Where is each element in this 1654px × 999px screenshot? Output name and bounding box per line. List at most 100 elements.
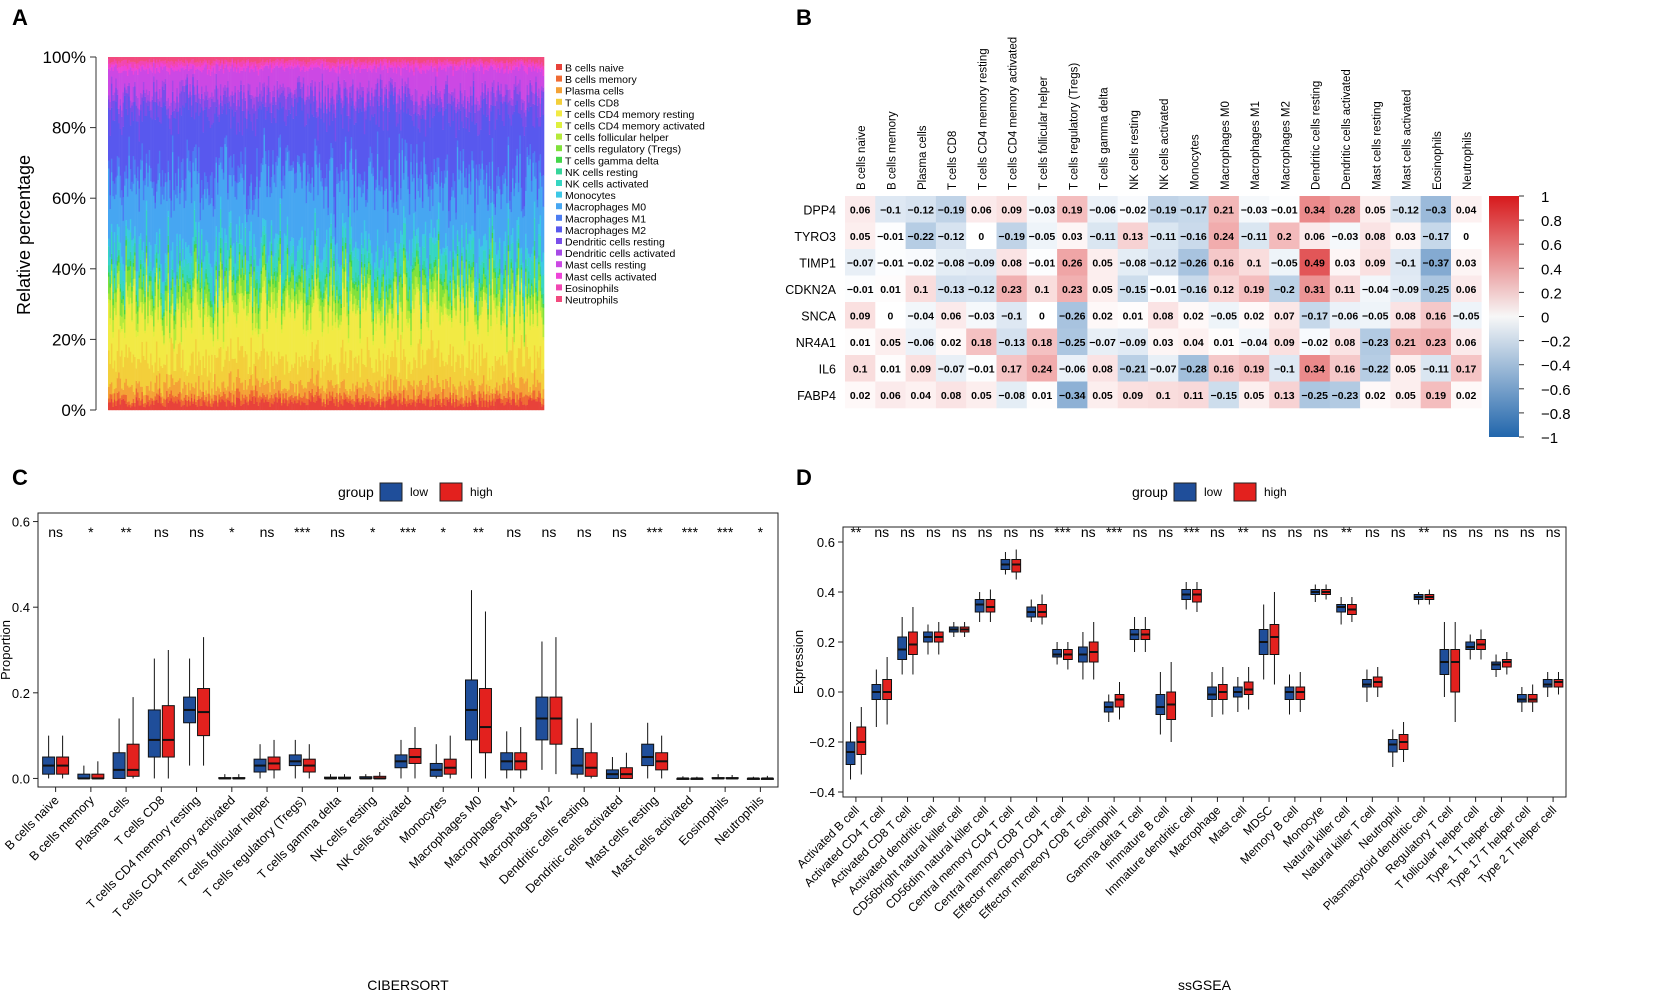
a-bar-segment (382, 244, 385, 251)
a-bar-segment (343, 363, 346, 380)
a-bar-segment (155, 91, 158, 103)
a-bar-segment (186, 375, 189, 395)
a-bar-segment (240, 61, 242, 68)
a-bar-segment (337, 406, 340, 411)
a-bar-segment (333, 260, 336, 267)
a-bar-segment (416, 367, 418, 385)
a-bar-segment (158, 233, 161, 265)
a-bar-segment (315, 117, 318, 146)
a-bar-segment (228, 275, 231, 282)
a-bar-segment (166, 62, 168, 67)
a-bar-segment (192, 76, 195, 86)
a-bar-segment (429, 278, 431, 290)
a-bar-segment (307, 331, 309, 368)
a-bar-segment (155, 267, 158, 273)
a-bar-segment (330, 97, 333, 105)
a-bar-segment (294, 363, 296, 393)
a-bar-segment (243, 357, 245, 390)
a-bar-segment (419, 246, 421, 257)
a-bar-segment (193, 64, 196, 74)
a-bar-segment (363, 68, 366, 108)
a-bar-segment (250, 400, 253, 411)
a-bar-segment (331, 57, 334, 63)
a-bar-segment (198, 65, 200, 71)
a-bar-segment (317, 298, 320, 305)
a-bar-segment (151, 99, 154, 120)
a-bar-segment (199, 273, 202, 283)
a-bar-segment (414, 88, 417, 102)
a-bar-segment (326, 399, 328, 411)
a-bar-segment (439, 398, 442, 406)
a-bar-segment (379, 360, 382, 399)
a-bar-segment (384, 86, 386, 95)
a-bar-segment (424, 164, 427, 175)
a-bar-segment (333, 403, 336, 411)
a-bar-segment (437, 111, 440, 158)
a-bar-segment (257, 63, 260, 70)
a-bar-segment (410, 68, 413, 97)
a-bar-segment (424, 65, 427, 74)
a-bar-segment (410, 312, 413, 331)
a-bar-segment (125, 92, 128, 109)
a-bar-segment (208, 194, 211, 206)
a-bar-segment (337, 263, 340, 275)
a-bar-segment (144, 185, 147, 263)
a-bar-segment (275, 317, 277, 323)
a-bar-segment (440, 402, 443, 407)
a-bar-segment (435, 295, 437, 358)
a-bar-segment (378, 393, 381, 400)
a-bar-segment (286, 400, 289, 407)
a-bar-segment (201, 262, 203, 268)
a-bar-segment (139, 169, 142, 234)
a-bar-segment (163, 57, 165, 61)
a-bar-segment (137, 383, 139, 393)
a-bar-segment (189, 83, 192, 92)
a-bar-segment (372, 345, 375, 373)
a-bar-segment (282, 58, 285, 65)
a-bar-segment (407, 301, 410, 311)
a-bar-segment (112, 94, 115, 102)
a-bar-segment (230, 155, 232, 176)
a-bar-segment (116, 260, 119, 266)
a-bar-segment (388, 91, 391, 112)
a-bar-segment (347, 313, 350, 326)
a-bar-segment (135, 313, 138, 331)
a-bar-segment (339, 400, 341, 411)
a-bar-segment (446, 170, 449, 247)
a-bar-segment (330, 88, 333, 99)
a-bar-segment (211, 398, 213, 407)
a-bar-segment (247, 312, 250, 317)
a-bar-segment (135, 121, 138, 179)
a-bar-segment (170, 337, 173, 375)
a-bar-segment (125, 344, 128, 379)
a-bar-segment (436, 301, 439, 310)
a-bar-segment (397, 399, 399, 407)
a-bar-segment (320, 68, 322, 103)
a-bar-segment (328, 381, 331, 392)
a-bar-segment (137, 62, 139, 70)
a-bar-segment (323, 247, 325, 262)
a-bar-segment (169, 393, 171, 401)
a-bar-segment (408, 114, 411, 194)
a-bar-segment (430, 172, 433, 190)
a-bar-segment (363, 239, 366, 255)
a-bar-segment (341, 398, 344, 406)
a-bar-segment (414, 112, 417, 200)
a-bar-segment (118, 262, 120, 272)
a-bar-segment (158, 373, 161, 389)
a-bar-segment (128, 286, 131, 305)
a-bar-segment (157, 389, 160, 395)
a-bar-segment (179, 240, 181, 254)
a-bar-segment (160, 392, 163, 398)
a-bar-segment (416, 286, 418, 293)
a-bar-segment (298, 64, 301, 68)
a-bar-segment (340, 57, 343, 61)
a-bar-segment (132, 266, 135, 279)
a-bar-segment (206, 99, 209, 118)
a-bar-segment (292, 66, 295, 70)
a-bar-segment (259, 82, 261, 94)
a-bar-segment (424, 235, 427, 267)
a-bar-segment (289, 68, 292, 89)
a-bar-segment (394, 57, 397, 61)
a-bar-segment (375, 187, 378, 252)
